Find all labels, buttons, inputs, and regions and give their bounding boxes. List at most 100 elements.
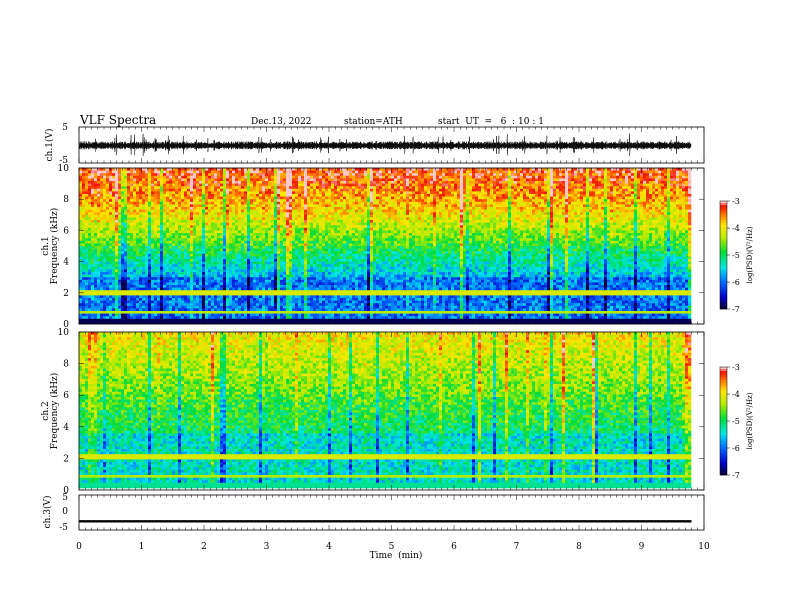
spectrogram-cell (274, 217, 277, 220)
spectrogram-cell (316, 277, 319, 280)
ch1-wave-ylabel: ch.1(V) (44, 129, 55, 162)
spectrogram-cell (310, 275, 313, 278)
spectrogram-cell (136, 293, 139, 296)
spectrogram-cell (304, 217, 307, 220)
spectrogram-cell (193, 184, 196, 187)
spectrogram-cell (250, 267, 253, 270)
spectrogram-cell (241, 288, 244, 291)
spectrogram-cell (154, 298, 157, 301)
spectrogram-cell (298, 277, 301, 280)
spectrogram-cell (127, 251, 130, 254)
spectrogram-cell (235, 189, 238, 192)
spectrogram-cell (91, 308, 94, 311)
spectrogram-cell (175, 241, 178, 244)
spectrogram-cell (208, 233, 211, 236)
spectrogram-cell (127, 223, 130, 226)
spectrogram-cell (214, 301, 217, 304)
spectrogram-cell (121, 314, 124, 317)
spectrogram-cell (82, 212, 85, 215)
spectrogram-cell (295, 262, 298, 265)
spectrogram-cell (160, 314, 163, 317)
spectrogram-cell (271, 290, 274, 293)
spectrogram-cell (247, 204, 250, 207)
spectrogram-cell (250, 254, 253, 257)
spectrogram-cell (241, 269, 244, 272)
spectrogram-cell (190, 246, 193, 249)
spectrogram-cell (271, 233, 274, 236)
spectrogram-cell (118, 262, 121, 265)
spectrogram-cell (262, 212, 265, 215)
spectrogram-cell (115, 194, 118, 197)
spectrogram-cell (97, 241, 100, 244)
spectrogram-cell (310, 171, 313, 174)
spectrogram-cell (142, 199, 145, 202)
spectrogram-cell (82, 316, 85, 319)
spectrogram-cell (184, 295, 187, 298)
spectrogram-cell (235, 259, 238, 262)
spectrogram-cell (154, 194, 157, 197)
spectrogram-cell (256, 311, 259, 314)
spectrogram-cell (238, 223, 241, 226)
spectrogram-cell (310, 319, 313, 322)
spectrogram-cell (256, 249, 259, 252)
spectrogram-cell (262, 249, 265, 252)
spectrogram-cell (235, 306, 238, 309)
spectrogram-cell (304, 293, 307, 296)
spectrogram-cell (232, 220, 235, 223)
spectrogram-cell (280, 314, 283, 317)
spectrogram-cell (307, 277, 310, 280)
spectrogram-cell (151, 171, 154, 174)
spectrogram-cell (91, 267, 94, 270)
spectrogram-cell (160, 230, 163, 233)
spectrogram-cell (109, 311, 112, 314)
spectrogram-cell (247, 290, 250, 293)
spectrogram-cell (130, 303, 133, 306)
spectrogram-cell (175, 236, 178, 239)
spectrogram-cell (286, 285, 289, 288)
spectrogram-cell (193, 233, 196, 236)
spectrogram-cell (220, 298, 223, 301)
spectrogram-cell (232, 225, 235, 228)
spectrogram-cell (268, 178, 271, 181)
spectrogram-cell (202, 243, 205, 246)
spectrogram-cell (205, 225, 208, 228)
spectrogram-cell (292, 306, 295, 309)
spectrogram-cell (106, 189, 109, 192)
spectrogram-cell (214, 282, 217, 285)
spectrogram-cell (316, 256, 319, 259)
spectrogram-cell (217, 306, 220, 309)
spectrogram-cell (91, 262, 94, 265)
spectrogram-cell (97, 259, 100, 262)
spectrogram-cell (118, 241, 121, 244)
spectrogram-cell (169, 178, 172, 181)
spectrogram-cell (124, 262, 127, 265)
spectrogram-cell (235, 228, 238, 231)
spectrogram-cell (223, 220, 226, 223)
spectrogram-cell (103, 241, 106, 244)
spectrogram-cell (286, 204, 289, 207)
spectrogram-cell (79, 301, 82, 304)
spectrogram-cell (310, 178, 313, 181)
spectrogram-cell (238, 194, 241, 197)
spectrogram-cell (259, 277, 262, 280)
spectrogram-cell (187, 194, 190, 197)
spectrogram-cell (316, 238, 319, 241)
spectrogram-cell (130, 243, 133, 246)
spectrogram-cell (250, 311, 253, 314)
spectrogram-cell (235, 220, 238, 223)
spectrogram-cell (109, 217, 112, 220)
spectrogram-cell (190, 295, 193, 298)
spectrogram-cell (199, 191, 202, 194)
spectrogram-cell (220, 197, 223, 200)
spectrogram-cell (259, 246, 262, 249)
spectrogram-cell (169, 256, 172, 259)
spectrogram-cell (121, 241, 124, 244)
spectrogram-cell (169, 246, 172, 249)
spectrogram-cell (88, 280, 91, 283)
spectrogram-cell (82, 173, 85, 176)
spectrogram-cell (106, 173, 109, 176)
spectrogram-cell (253, 256, 256, 259)
spectrogram-cell (97, 269, 100, 272)
spectrogram-cell (181, 275, 184, 278)
spectrogram-cell (295, 319, 298, 322)
